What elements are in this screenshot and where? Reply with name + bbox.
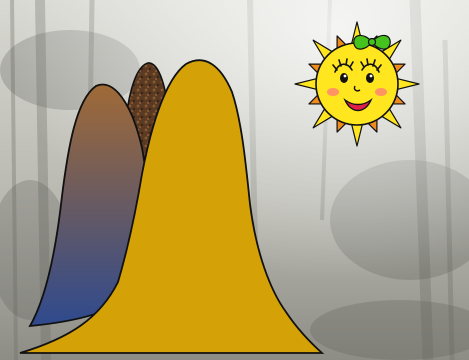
green-bow-icon: [353, 34, 391, 50]
golden-mountain: [19, 59, 325, 354]
